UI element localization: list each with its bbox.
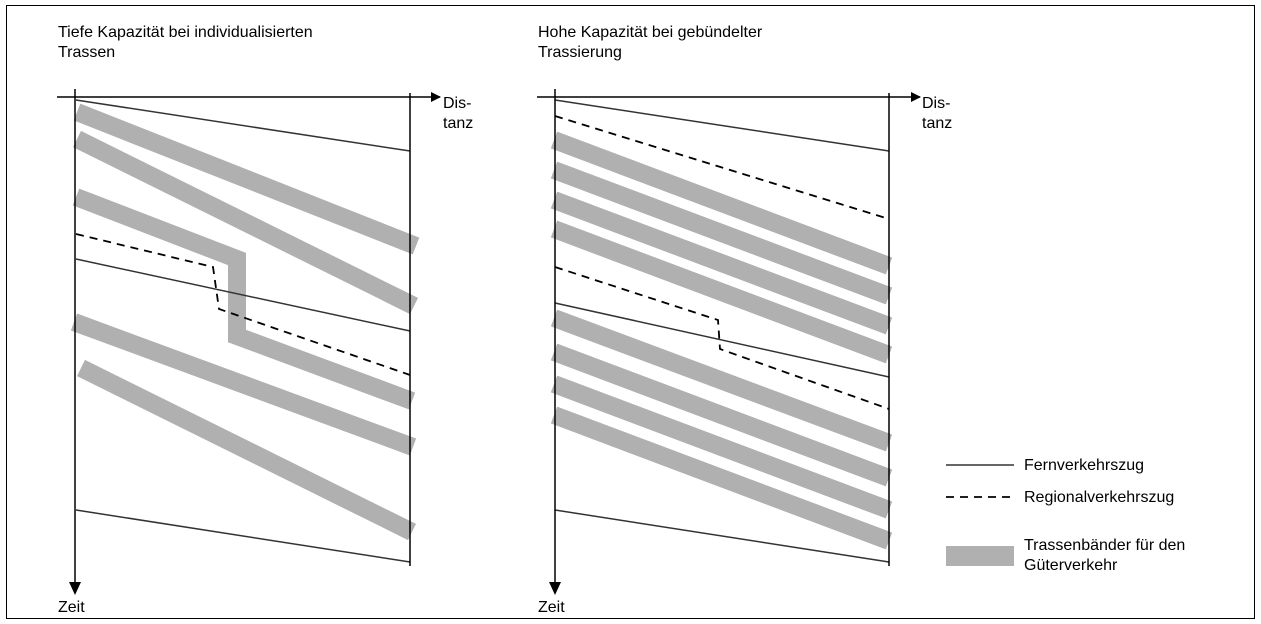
freight-band bbox=[73, 130, 418, 315]
legend-regional-label: Regionalverkehrszug bbox=[1024, 489, 1175, 506]
panel-right bbox=[537, 89, 921, 595]
time-axis-arrow bbox=[69, 582, 81, 595]
freight-band bbox=[550, 131, 893, 275]
panel-left bbox=[57, 89, 441, 595]
freight-band bbox=[550, 161, 893, 305]
legend-long-distance-label: Fernverkehrszug bbox=[1024, 457, 1145, 474]
regional-train-line bbox=[554, 115, 890, 220]
legend bbox=[946, 464, 1014, 566]
freight-band bbox=[550, 220, 893, 364]
long-distance-train-line bbox=[554, 99, 890, 152]
long-distance-train-line bbox=[554, 509, 890, 563]
freight-band bbox=[550, 309, 893, 452]
diagram-frame bbox=[6, 5, 1255, 619]
long-distance-train-line bbox=[75, 258, 411, 332]
panel-right-x-axis-label: Dis- tanz bbox=[922, 95, 953, 132]
freight-band bbox=[70, 313, 417, 456]
freight-band bbox=[550, 406, 893, 550]
panel-left-y-axis-label: Zeit bbox=[58, 599, 85, 616]
freight-band bbox=[550, 375, 893, 519]
freight-band bbox=[550, 343, 893, 487]
long-distance-train-line bbox=[75, 509, 411, 563]
time-axis-arrow bbox=[549, 582, 561, 595]
long-distance-train-line bbox=[554, 302, 890, 378]
legend-freight-label: Trassenbänder für den Güterverkehr bbox=[1024, 537, 1186, 574]
freight-band bbox=[72, 188, 416, 410]
panel-left-x-axis-label: Dis- tanz bbox=[443, 95, 474, 132]
freight-band bbox=[550, 191, 893, 335]
legend-freight-swatch bbox=[946, 546, 1014, 566]
freight-band bbox=[73, 103, 420, 255]
panel-right-title: Hohe Kapazität bei gebündelter Trassieru… bbox=[538, 24, 763, 61]
panel-right-y-axis-label: Zeit bbox=[538, 599, 565, 616]
long-distance-train-line bbox=[75, 99, 411, 152]
panel-left-title: Tiefe Kapazität bei individualisierten T… bbox=[58, 24, 313, 61]
freight-band bbox=[77, 359, 416, 541]
regional-train-line bbox=[554, 266, 890, 410]
regional-train-line bbox=[75, 233, 411, 376]
